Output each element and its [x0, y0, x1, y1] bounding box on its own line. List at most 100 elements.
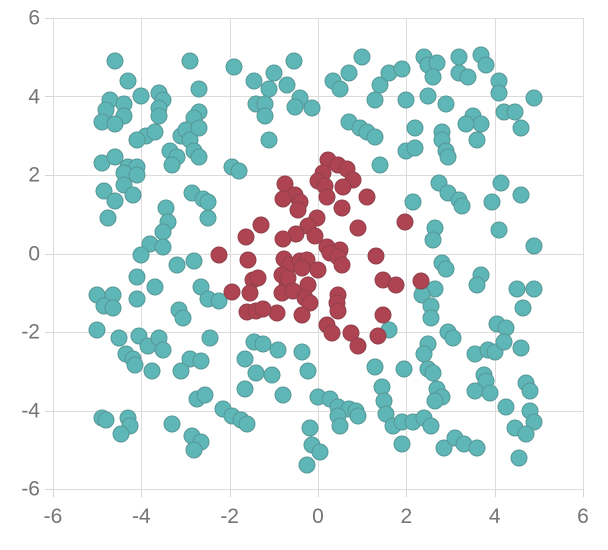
y-tick-mark [45, 331, 53, 333]
y-tick-mark [45, 174, 53, 176]
data-point-center-cluster [333, 256, 351, 274]
data-point-outer-cluster [201, 329, 219, 347]
data-point-outer-cluster [525, 237, 543, 255]
data-point-outer-cluster [126, 356, 144, 374]
data-point-outer-cluster [450, 48, 468, 66]
x-tick-label: 2 [400, 505, 413, 528]
x-tick-mark [318, 489, 319, 497]
x-tick-label: -6 [43, 505, 63, 528]
data-point-outer-cluster [453, 197, 471, 215]
data-point-outer-cluster [254, 335, 272, 353]
y-tick-mark [45, 410, 53, 412]
data-point-outer-cluster [128, 131, 146, 149]
y-tick-label: -4 [21, 399, 40, 422]
data-point-center-cluster [274, 190, 292, 208]
data-point-outer-cluster [286, 98, 304, 116]
data-point-center-cluster [237, 228, 255, 246]
data-point-outer-cluster [512, 339, 530, 357]
data-point-outer-cluster [168, 256, 186, 274]
data-point-outer-cluster [192, 352, 210, 370]
data-point-outer-cluster [303, 99, 321, 117]
data-point-center-cluster [329, 302, 347, 320]
data-point-outer-cluster [181, 52, 199, 70]
data-point-outer-cluster [512, 186, 530, 204]
data-point-center-cluster [323, 324, 341, 342]
data-point-outer-cluster [340, 64, 358, 82]
data-point-outer-cluster [517, 425, 535, 443]
x-tick-label: -2 [220, 505, 239, 528]
data-point-outer-cluster [371, 156, 389, 174]
x-tick-mark [229, 489, 231, 497]
data-point-outer-cluster [415, 345, 433, 363]
y-tick-label: 6 [28, 6, 40, 30]
data-point-center-cluster [369, 327, 387, 345]
data-point-center-cluster [358, 188, 376, 206]
data-point-outer-cluster [444, 329, 462, 347]
data-point-outer-cluster [477, 56, 495, 74]
data-point-outer-cluster [150, 107, 168, 125]
x-gridline [583, 18, 584, 489]
y-tick-mark [45, 489, 53, 490]
x-tick-mark [141, 489, 143, 497]
data-point-center-cluster [367, 247, 385, 265]
data-point-outer-cluster [406, 139, 424, 157]
data-point-outer-cluster [185, 441, 203, 459]
y-tick-mark [45, 253, 53, 255]
data-point-outer-cluster [104, 299, 122, 317]
data-point-outer-cluster [174, 309, 192, 327]
data-point-outer-cluster [468, 276, 486, 294]
data-point-outer-cluster [172, 362, 190, 380]
data-point-outer-cluster [260, 131, 278, 149]
data-point-outer-cluster [112, 425, 130, 443]
data-point-outer-cluster [397, 91, 415, 109]
data-point-outer-cluster [508, 280, 526, 298]
data-point-outer-cluster [230, 162, 247, 180]
data-point-outer-cluster [128, 290, 146, 308]
data-point-outer-cluster [439, 148, 457, 166]
data-point-outer-cluster [97, 411, 115, 429]
data-point-outer-cluster [260, 80, 278, 98]
data-point-outer-cluster [366, 91, 384, 109]
data-point-outer-cluster [393, 435, 411, 453]
data-point-outer-cluster [353, 48, 371, 66]
data-point-outer-cluster [395, 360, 413, 378]
x-tick-label: 4 [488, 505, 501, 528]
data-point-outer-cluster [256, 107, 274, 125]
data-point-outer-cluster [238, 415, 256, 433]
data-point-outer-cluster [514, 299, 532, 317]
y-tick-label: -2 [21, 320, 40, 344]
data-point-outer-cluster [331, 417, 349, 435]
data-point-outer-cluster [393, 60, 411, 78]
x-tick-mark [494, 489, 496, 497]
data-point-outer-cluster [490, 84, 508, 102]
data-point-center-cluster [293, 306, 311, 324]
data-point-outer-cluster [422, 417, 440, 435]
data-point-outer-cluster [263, 366, 281, 384]
data-point-outer-cluster [99, 209, 117, 227]
data-point-center-cluster [333, 199, 351, 217]
y-tick-label: -6 [21, 477, 40, 501]
data-point-outer-cluster [124, 186, 141, 204]
data-point-outer-cluster [512, 119, 530, 137]
y-gridline [53, 18, 583, 19]
data-point-outer-cluster [269, 341, 287, 359]
data-point-outer-cluster [311, 443, 329, 461]
data-point-outer-cluster [424, 231, 442, 249]
data-point-outer-cluster [424, 364, 442, 382]
data-point-outer-cluster [331, 80, 349, 98]
data-point-center-cluster [241, 284, 259, 302]
data-point-outer-cluster [190, 80, 208, 98]
data-point-outer-cluster [468, 131, 486, 149]
data-point-center-cluster [334, 178, 352, 196]
data-point-center-cluster [249, 269, 267, 287]
data-point-center-cluster [293, 259, 311, 277]
data-point-outer-cluster [497, 398, 515, 416]
data-point-outer-cluster [459, 68, 477, 86]
data-point-outer-cluster [495, 333, 512, 351]
data-point-center-cluster [349, 337, 367, 355]
x-tick-mark [53, 489, 54, 497]
data-point-outer-cluster [88, 321, 106, 339]
data-point-outer-cluster [366, 358, 384, 376]
data-point-outer-cluster [154, 341, 172, 359]
